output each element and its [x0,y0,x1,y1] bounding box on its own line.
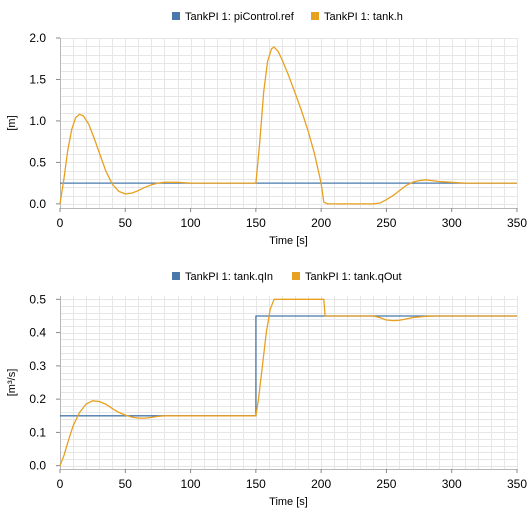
legend-swatch [172,12,180,20]
legend-item[interactable]: TankPI 1: tank.h [311,11,403,23]
x-tick-label: 100 [181,477,201,491]
series-line-2 [59,298,517,466]
y-tick-label: 1.5 [29,72,46,86]
chart-2: 0 50 100 150 200 250 300 350 0.0 0.1 0.2 0.3 0.4 0.5 [… [6,271,527,508]
y-tick-label: 0.4 [29,326,46,340]
y-tick-label: 0.5 [29,292,46,306]
x-tick-label: 0 [57,477,64,491]
x-tick-label: 50 [119,216,133,230]
x-axis-label: Time [s] [269,496,308,508]
y-axis-label: [m] [6,115,18,130]
legend-label: TankPI 1: tank.h [324,11,403,23]
x-tick-label: 200 [311,216,331,230]
y-tick-label: 0.3 [29,359,46,373]
legend-swatch [172,272,180,280]
plot-area [60,296,517,469]
x-tick-label: 200 [311,477,331,491]
y-tick-label: 0.0 [29,459,46,473]
legend-item[interactable]: TankPI 1: tank.qOut [292,271,402,283]
y-tick-label: 0.1 [29,425,46,439]
y-tick-label: 0.2 [29,392,46,406]
y-axis-label: [m³/s] [6,369,18,397]
series-line-2 [59,46,517,205]
x-tick-label: 300 [442,216,462,230]
chart-1: 0 50 100 150 200 250 300 350 0.0 0.5 1.0 1.5 2.0 [m] T… [6,11,527,247]
x-tick-label: 50 [119,477,133,491]
grid [60,38,518,208]
legend-swatch [311,12,319,20]
x-tick-label: 150 [246,477,266,491]
legend-swatch [292,272,300,280]
legend-item[interactable]: TankPI 1: piControl.ref [172,11,295,23]
y-tick-label: 0.0 [29,197,46,211]
legend-label: TankPI 1: tank.qOut [305,271,402,283]
y-tick-label: 2.0 [29,31,46,45]
legend-item[interactable]: TankPI 1: tank.qIn [172,271,273,283]
x-axis-label: Time [s] [269,235,308,247]
x-tick-label: 250 [376,216,396,230]
x-tick-label: 350 [507,477,527,491]
x-tick-label: 300 [442,477,462,491]
x-tick-label: 250 [376,477,396,491]
legend-label: TankPI 1: piControl.ref [185,11,295,23]
x-tick-label: 150 [246,216,266,230]
y-tick-label: 0.5 [29,155,46,169]
legend-label: TankPI 1: tank.qIn [185,271,273,283]
x-tick-label: 0 [57,216,64,230]
x-tick-label: 350 [507,216,527,230]
x-tick-label: 100 [181,216,201,230]
y-tick-label: 1.0 [29,114,46,128]
